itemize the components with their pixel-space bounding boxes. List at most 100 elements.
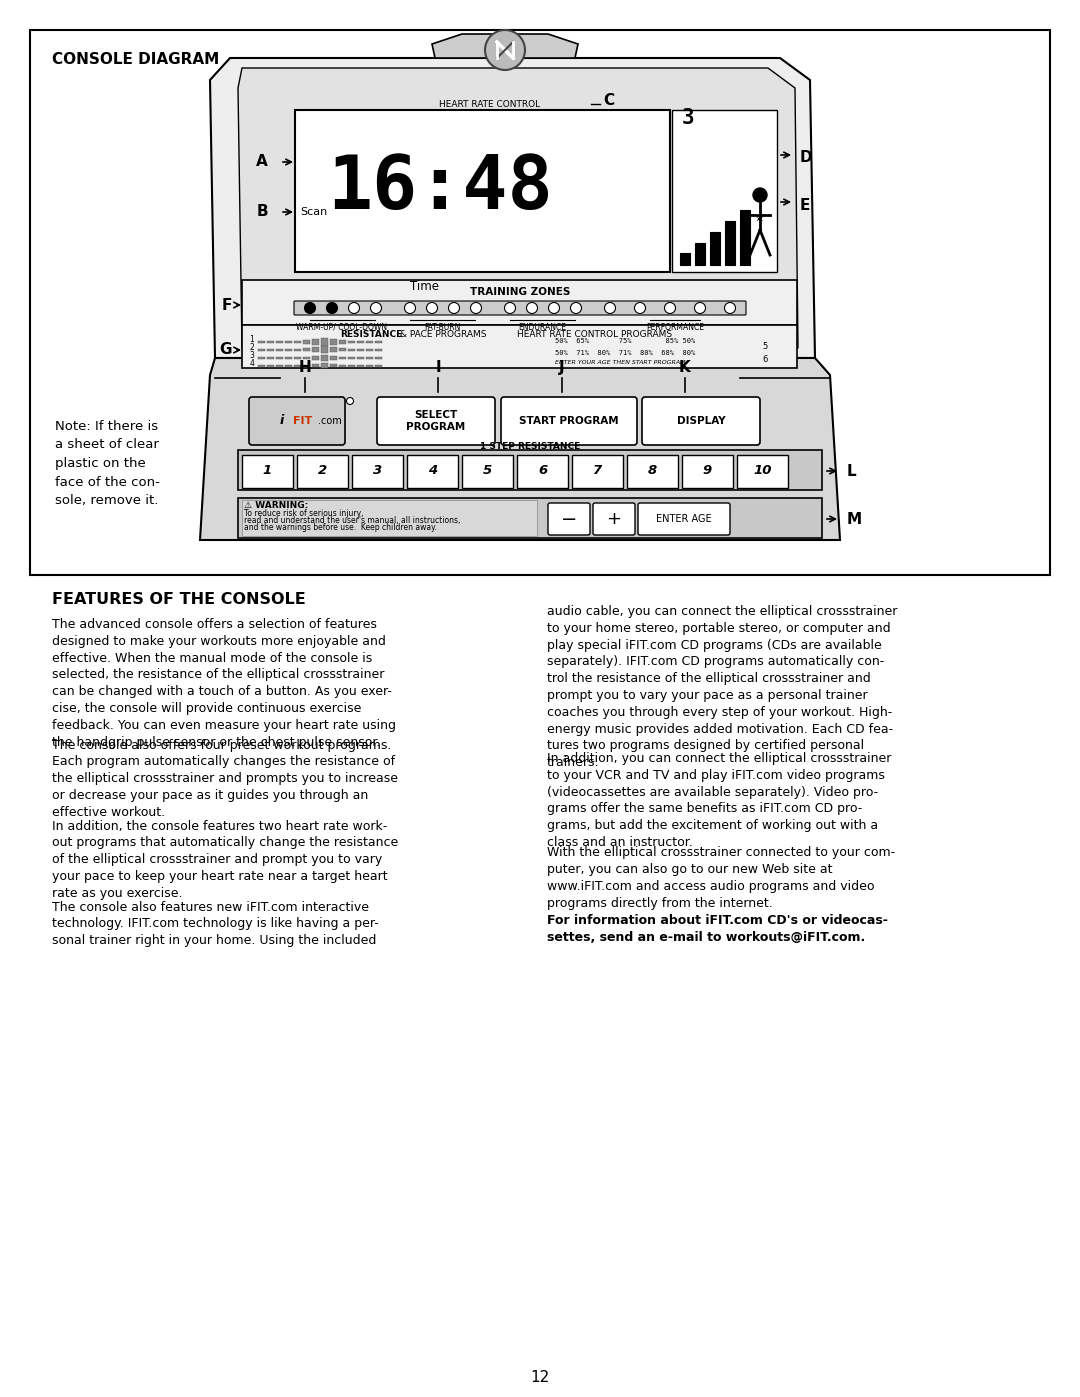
Bar <box>285 358 292 359</box>
FancyBboxPatch shape <box>407 455 458 488</box>
Text: To reduce risk of serious injury,: To reduce risk of serious injury, <box>244 509 364 518</box>
Bar <box>294 365 301 367</box>
Text: Note: If there is
a sheet of clear
plastic on the
face of the con-
sole, remove : Note: If there is a sheet of clear plast… <box>55 420 160 507</box>
Bar <box>375 341 382 344</box>
FancyBboxPatch shape <box>294 300 746 314</box>
Bar <box>375 349 382 351</box>
Text: 50%  71%  80%  71%  80%  68%  80%: 50% 71% 80% 71% 80% 68% 80% <box>555 351 696 356</box>
Text: 6: 6 <box>762 355 768 365</box>
Text: 5: 5 <box>483 464 492 478</box>
Text: TRAINING ZONES: TRAINING ZONES <box>470 286 570 298</box>
Text: A: A <box>256 155 268 169</box>
Bar <box>294 349 301 351</box>
Bar <box>312 339 319 345</box>
Polygon shape <box>210 59 815 358</box>
Text: 10: 10 <box>753 464 772 478</box>
Circle shape <box>405 303 416 313</box>
Bar <box>267 341 274 344</box>
Text: ENTER YOUR AGE THEN START PROGRAM: ENTER YOUR AGE THEN START PROGRAM <box>555 360 686 365</box>
FancyBboxPatch shape <box>672 110 777 272</box>
Bar <box>339 358 346 359</box>
Text: ⚠ WARNING:: ⚠ WARNING: <box>244 502 308 510</box>
Bar <box>285 349 292 351</box>
Text: RESISTANCE: RESISTANCE <box>340 330 402 339</box>
Bar <box>696 243 705 265</box>
Bar <box>267 365 274 367</box>
Text: −: − <box>561 510 577 528</box>
Text: FAT-BURN: FAT-BURN <box>423 323 460 332</box>
Bar <box>725 221 735 265</box>
Text: 3: 3 <box>249 352 254 360</box>
Bar <box>330 339 337 345</box>
Text: J: J <box>559 360 565 374</box>
Bar <box>357 341 364 344</box>
Bar <box>339 348 346 351</box>
Text: WARM-UP/ COOL-DOWN: WARM-UP/ COOL-DOWN <box>296 323 388 332</box>
FancyBboxPatch shape <box>238 497 822 538</box>
FancyBboxPatch shape <box>297 455 348 488</box>
Circle shape <box>725 303 735 313</box>
Circle shape <box>485 29 525 70</box>
Bar <box>258 358 265 359</box>
Text: F: F <box>221 298 232 313</box>
Circle shape <box>570 303 581 313</box>
Bar <box>680 253 690 265</box>
Text: and the warnings before use.  Keep children away.: and the warnings before use. Keep childr… <box>244 522 437 532</box>
Text: ENTER AGE: ENTER AGE <box>657 514 712 524</box>
Bar <box>348 341 355 344</box>
Text: DISPLAY: DISPLAY <box>677 416 726 426</box>
FancyBboxPatch shape <box>517 455 568 488</box>
Circle shape <box>635 303 646 313</box>
Bar <box>710 232 720 265</box>
Bar <box>258 341 265 344</box>
FancyBboxPatch shape <box>249 397 345 446</box>
Bar <box>339 339 346 344</box>
Text: In addition, the console features two heart rate work-
out programs that automat: In addition, the console features two he… <box>52 820 399 900</box>
Bar <box>312 346 319 352</box>
Bar <box>285 365 292 367</box>
Bar <box>375 358 382 359</box>
Text: 4: 4 <box>428 464 437 478</box>
Text: 4: 4 <box>249 359 254 369</box>
Text: .com: .com <box>318 416 341 426</box>
Text: SELECT
PROGRAM: SELECT PROGRAM <box>406 411 465 432</box>
Text: 3: 3 <box>373 464 382 478</box>
Text: FEATURES OF THE CONSOLE: FEATURES OF THE CONSOLE <box>52 592 306 608</box>
Polygon shape <box>238 68 798 348</box>
Text: B: B <box>256 204 268 219</box>
Bar <box>321 346 328 353</box>
Bar <box>258 349 265 351</box>
Bar <box>276 365 283 367</box>
Bar <box>357 349 364 351</box>
Circle shape <box>370 303 381 313</box>
Bar <box>267 358 274 359</box>
FancyBboxPatch shape <box>572 455 623 488</box>
Bar <box>294 358 301 359</box>
Text: 3: 3 <box>681 108 694 129</box>
Circle shape <box>664 303 675 313</box>
Text: 12: 12 <box>530 1370 550 1384</box>
Circle shape <box>448 303 459 313</box>
Bar <box>276 358 283 359</box>
Text: read and understand the user's manual, all instructions,: read and understand the user's manual, a… <box>244 515 460 525</box>
Text: G: G <box>219 342 232 358</box>
Circle shape <box>605 303 616 313</box>
Text: 2: 2 <box>318 464 327 478</box>
Text: 1: 1 <box>249 335 254 345</box>
Text: K: K <box>679 360 691 374</box>
Text: I: I <box>435 360 441 374</box>
Text: HEART RATE CONTROL: HEART RATE CONTROL <box>440 101 541 109</box>
FancyBboxPatch shape <box>501 397 637 446</box>
Bar <box>321 338 328 346</box>
Bar <box>312 365 319 367</box>
FancyBboxPatch shape <box>30 29 1050 576</box>
Circle shape <box>471 303 482 313</box>
Text: PERFORMANCE: PERFORMANCE <box>646 323 704 332</box>
Bar <box>366 365 373 367</box>
Bar <box>366 349 373 351</box>
Text: M: M <box>847 511 862 527</box>
Bar <box>357 365 364 367</box>
Circle shape <box>549 303 559 313</box>
Text: Scan: Scan <box>300 207 327 217</box>
Text: E: E <box>800 197 810 212</box>
